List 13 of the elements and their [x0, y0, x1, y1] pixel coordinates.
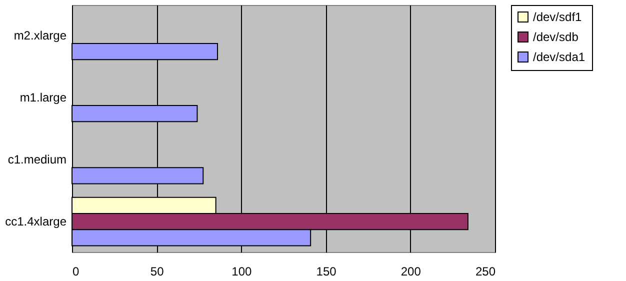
x-tick-label: 250 — [475, 264, 496, 278]
legend-label: /dev/sda1 — [533, 50, 586, 64]
y-tick-label: m2.xlarge — [14, 28, 67, 42]
x-tick-label: 100 — [232, 264, 252, 278]
legend-label: /dev/sdb — [533, 30, 579, 44]
y-tick-label: cc1.4xlarge — [5, 214, 67, 229]
legend-label: /dev/sdf1 — [533, 10, 582, 24]
x-tick-label: 200 — [400, 264, 422, 278]
y-tick-label: m1.large — [20, 90, 67, 104]
x-tick-label: 50 — [150, 264, 164, 278]
x-tick-label: 150 — [316, 264, 337, 278]
x-tick-label: 0 — [72, 264, 80, 278]
y-tick-label: c1.medium — [8, 152, 67, 167]
